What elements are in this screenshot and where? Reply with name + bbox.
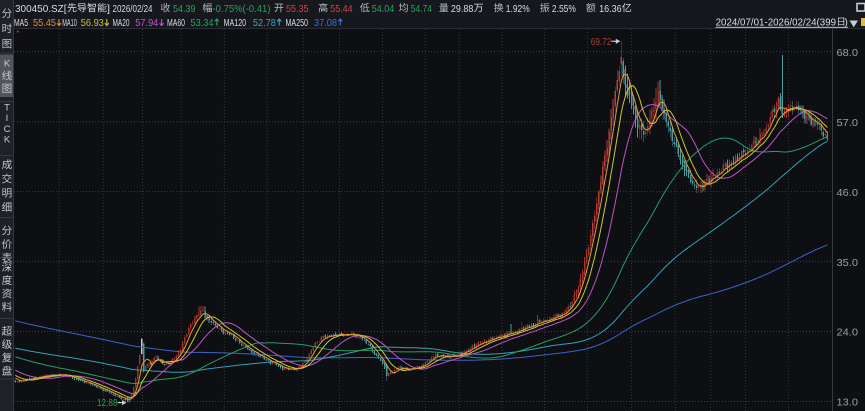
svg-text:29.88: 29.88 [451, 3, 474, 15]
svg-text:MA60: MA60 [167, 18, 185, 29]
svg-text:57.0: 57.0 [837, 117, 859, 129]
svg-text:54.04: 54.04 [372, 3, 395, 15]
svg-text:MA20: MA20 [113, 18, 130, 29]
svg-text:MA5: MA5 [14, 18, 28, 29]
svg-text:MA250: MA250 [286, 18, 309, 29]
svg-text:54.39: 54.39 [173, 3, 196, 15]
svg-text:24.0: 24.0 [837, 327, 859, 339]
svg-text:57.94: 57.94 [135, 17, 158, 29]
svg-text:35.0: 35.0 [837, 257, 859, 269]
svg-text:55.35: 55.35 [286, 3, 309, 15]
svg-text:MA120: MA120 [224, 18, 247, 29]
svg-text:300450.SZ[: 300450.SZ[ [15, 3, 67, 15]
svg-text:68.0: 68.0 [837, 47, 859, 59]
svg-text:2024/07/01-2026/02/24(399: 2024/07/01-2026/02/24(399 [716, 17, 837, 28]
svg-text:-0.75%(-0.41): -0.75%(-0.41) [213, 3, 271, 15]
svg-text:16.36: 16.36 [599, 3, 622, 15]
svg-text:54.74: 54.74 [411, 3, 432, 15]
svg-text:]: ] [107, 3, 110, 15]
svg-text:46.0: 46.0 [837, 187, 859, 199]
svg-text:T: T [4, 102, 10, 113]
svg-text:MA10: MA10 [62, 18, 77, 29]
svg-text:): ) [845, 17, 848, 28]
svg-text:69.72: 69.72 [591, 36, 612, 48]
svg-text:2.55%: 2.55% [552, 3, 576, 15]
svg-text:1.92%: 1.92% [506, 3, 530, 15]
svg-text:K: K [4, 135, 11, 146]
svg-text:55.44: 55.44 [330, 3, 353, 15]
svg-text:I: I [6, 113, 9, 124]
svg-text:12.88: 12.88 [97, 397, 118, 409]
svg-text:C: C [4, 124, 11, 135]
svg-text:52.78: 52.78 [253, 17, 276, 29]
svg-text:K: K [4, 58, 11, 69]
svg-text:55.45: 55.45 [33, 17, 56, 29]
svg-text:56.93: 56.93 [81, 17, 104, 29]
svg-text:53.34: 53.34 [191, 17, 214, 29]
svg-text:37.08: 37.08 [314, 17, 337, 29]
svg-text:2026/02/24: 2026/02/24 [113, 3, 153, 15]
svg-text:13.0: 13.0 [837, 397, 859, 409]
